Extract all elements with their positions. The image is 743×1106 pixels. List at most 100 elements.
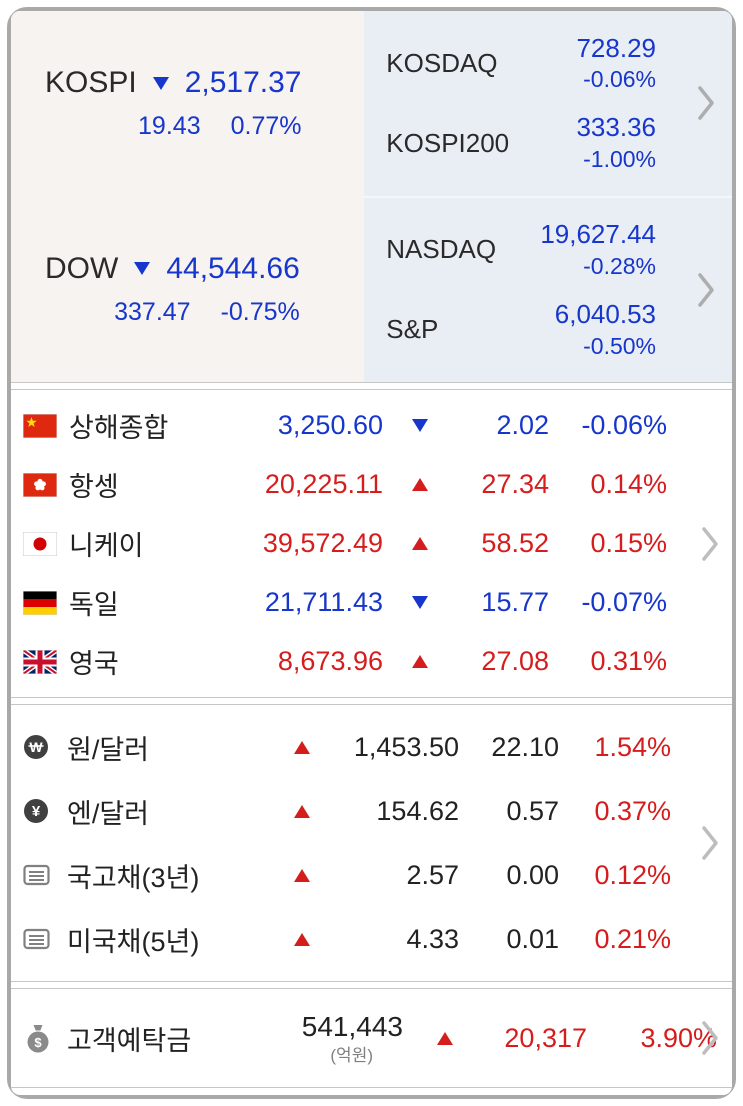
index-name: KOSDAQ bbox=[386, 47, 498, 78]
down-arrow-icon bbox=[134, 262, 151, 276]
rate-change: 22.10 bbox=[491, 731, 559, 762]
index-value: 19,627.44 bbox=[540, 219, 656, 250]
widget-body: KOSPI 2,517.37 19.43 0.77% DOW 44,544.66 bbox=[11, 11, 732, 1095]
dow-summary[interactable]: DOW 44,544.66 337.47 -0.75% bbox=[45, 252, 300, 327]
row-yen-dollar[interactable]: ¥ 엔/달러 154.62 0.57 0.37% bbox=[11, 779, 732, 843]
hongkong-flag-icon bbox=[22, 472, 58, 497]
index-value: 21,711.43 bbox=[264, 587, 383, 617]
rate-change: 0.00 bbox=[506, 859, 559, 890]
index-name: 니케이 bbox=[69, 531, 144, 561]
sub-indices-panel: KOSDAQ 728.29 -0.06% KOSPI200 333.36 -1.… bbox=[364, 11, 732, 382]
rates-bonds-section: W 원/달러 1,453.50 22.10 1.54% ¥ 엔/달러 154.6… bbox=[11, 704, 732, 982]
bond-note-icon bbox=[23, 863, 67, 887]
index-percent: -0.50% bbox=[583, 332, 656, 359]
up-arrow-icon bbox=[294, 804, 310, 818]
row-ustb-5y[interactable]: 미국채(5년) 4.33 0.01 0.21% bbox=[11, 907, 732, 971]
svg-text:W: W bbox=[29, 739, 43, 755]
index-percent: -0.06% bbox=[583, 66, 656, 93]
index-change: 2.02 bbox=[496, 410, 549, 440]
rate-percent: 1.54% bbox=[594, 731, 671, 762]
rate-name: 원/달러 bbox=[67, 734, 150, 765]
rate-change: 0.57 bbox=[506, 795, 559, 826]
rate-name: 엔/달러 bbox=[67, 798, 150, 829]
sp500-row: S&P 6,040.53 -0.50% bbox=[386, 298, 656, 362]
germany-flag-icon bbox=[22, 590, 58, 615]
up-arrow-icon bbox=[412, 537, 428, 550]
index-percent: -0.06% bbox=[581, 410, 667, 440]
deposit-value-stack: 541,443 (억원) bbox=[253, 1011, 403, 1066]
index-change: 19.43 bbox=[138, 112, 201, 141]
rate-value: 2.57 bbox=[406, 859, 459, 890]
bond-note-icon bbox=[23, 927, 67, 951]
index-name: 항셍 bbox=[69, 472, 119, 502]
nasdaq-sp-group[interactable]: NASDAQ 19,627.44 -0.28% S&P 6,040.53 -0.… bbox=[364, 195, 732, 383]
index-percent: -0.28% bbox=[583, 252, 656, 279]
widget-frame: KOSPI 2,517.37 19.43 0.77% DOW 44,544.66 bbox=[7, 7, 736, 1099]
customer-deposit-row[interactable]: $ 고객예탁금 541,443 (억원) 20,317 3.90% bbox=[11, 988, 732, 1088]
nasdaq-row: NASDAQ 19,627.44 -0.28% bbox=[386, 218, 656, 282]
main-indices-panel: KOSPI 2,517.37 19.43 0.77% DOW 44,544.66 bbox=[11, 11, 365, 382]
index-percent: -0.07% bbox=[581, 587, 667, 617]
row-hangseng[interactable]: 항셍 20,225.11 27.34 0.14% bbox=[11, 455, 732, 514]
chevron-right-icon[interactable] bbox=[696, 272, 716, 308]
deposit-unit: (억원) bbox=[330, 1045, 373, 1065]
row-nikkei[interactable]: 니케이 39,572.49 58.52 0.15% bbox=[11, 514, 732, 573]
index-name: 영국 bbox=[69, 649, 119, 679]
index-name: KOSPI200 bbox=[386, 127, 510, 158]
index-value: 39,572.49 bbox=[262, 528, 383, 558]
index-change: 58.52 bbox=[481, 528, 549, 558]
index-percent: 0.15% bbox=[590, 528, 667, 558]
row-uk[interactable]: 영국 8,673.96 27.08 0.31% bbox=[11, 632, 732, 691]
index-change-line: 19.43 0.77% bbox=[45, 112, 301, 141]
money-bag-icon: $ bbox=[23, 1023, 67, 1054]
index-percent: 0.14% bbox=[590, 469, 667, 499]
kospi-summary[interactable]: KOSPI 2,517.37 19.43 0.77% bbox=[45, 66, 301, 141]
svg-text:¥: ¥ bbox=[32, 803, 41, 820]
index-name: S&P bbox=[386, 314, 439, 345]
index-name: KOSPI bbox=[45, 66, 137, 100]
index-value: 8,673.96 bbox=[277, 646, 383, 676]
rate-percent: 0.12% bbox=[594, 859, 671, 890]
down-arrow-icon bbox=[152, 76, 169, 90]
rate-value: 1,453.50 bbox=[353, 731, 459, 762]
china-flag-icon bbox=[22, 413, 58, 438]
index-percent: 0.77% bbox=[230, 112, 302, 141]
chevron-right-icon[interactable] bbox=[700, 526, 720, 562]
up-arrow-icon bbox=[412, 655, 428, 668]
deposit-value: 541,443 bbox=[301, 1010, 403, 1042]
index-value: 20,225.11 bbox=[264, 469, 383, 499]
chevron-right-icon[interactable] bbox=[700, 1020, 720, 1056]
index-value: 2,517.37 bbox=[184, 66, 302, 100]
row-won-dollar[interactable]: W 원/달러 1,453.50 22.10 1.54% bbox=[11, 715, 732, 779]
index-value: 728.29 bbox=[576, 32, 656, 63]
index-percent: 0.31% bbox=[590, 646, 667, 676]
chevron-right-icon[interactable] bbox=[700, 825, 720, 861]
index-change: 337.47 bbox=[114, 297, 191, 326]
index-change: 15.77 bbox=[481, 587, 549, 617]
kospi-half: KOSPI 2,517.37 19.43 0.77% bbox=[11, 11, 364, 197]
svg-text:$: $ bbox=[34, 1035, 42, 1050]
rate-name: 미국채(5년) bbox=[67, 926, 200, 957]
up-arrow-icon bbox=[294, 740, 310, 754]
index-name: 독일 bbox=[69, 590, 119, 620]
chevron-right-icon[interactable] bbox=[696, 85, 716, 121]
index-value: 6,040.53 bbox=[554, 298, 656, 329]
kosdaq-kospi200-group[interactable]: KOSDAQ 728.29 -0.06% KOSPI200 333.36 -1.… bbox=[364, 11, 732, 196]
down-arrow-icon bbox=[412, 419, 428, 432]
up-arrow-icon bbox=[294, 932, 310, 946]
rate-value: 4.33 bbox=[406, 923, 459, 954]
kosdaq-row: KOSDAQ 728.29 -0.06% bbox=[386, 32, 656, 96]
won-currency-icon: W bbox=[23, 734, 67, 760]
index-change: 27.08 bbox=[481, 646, 549, 676]
deposit-change: 20,317 bbox=[504, 1022, 587, 1053]
deposit-name: 고객예탁금 bbox=[67, 1025, 192, 1056]
section-gap bbox=[11, 383, 732, 389]
rate-name: 국고채(3년) bbox=[67, 862, 200, 893]
row-germany[interactable]: 독일 21,711.43 15.77 -0.07% bbox=[11, 573, 732, 632]
rate-change: 0.01 bbox=[506, 923, 559, 954]
uk-flag-icon bbox=[21, 647, 59, 676]
row-shanghai-composite[interactable]: 상해종합 3,250.60 2.02 -0.06% bbox=[11, 396, 732, 455]
index-name: NASDAQ bbox=[386, 234, 497, 265]
up-arrow-icon bbox=[294, 868, 310, 882]
row-ktb-3y[interactable]: 국고채(3년) 2.57 0.00 0.12% bbox=[11, 843, 732, 907]
